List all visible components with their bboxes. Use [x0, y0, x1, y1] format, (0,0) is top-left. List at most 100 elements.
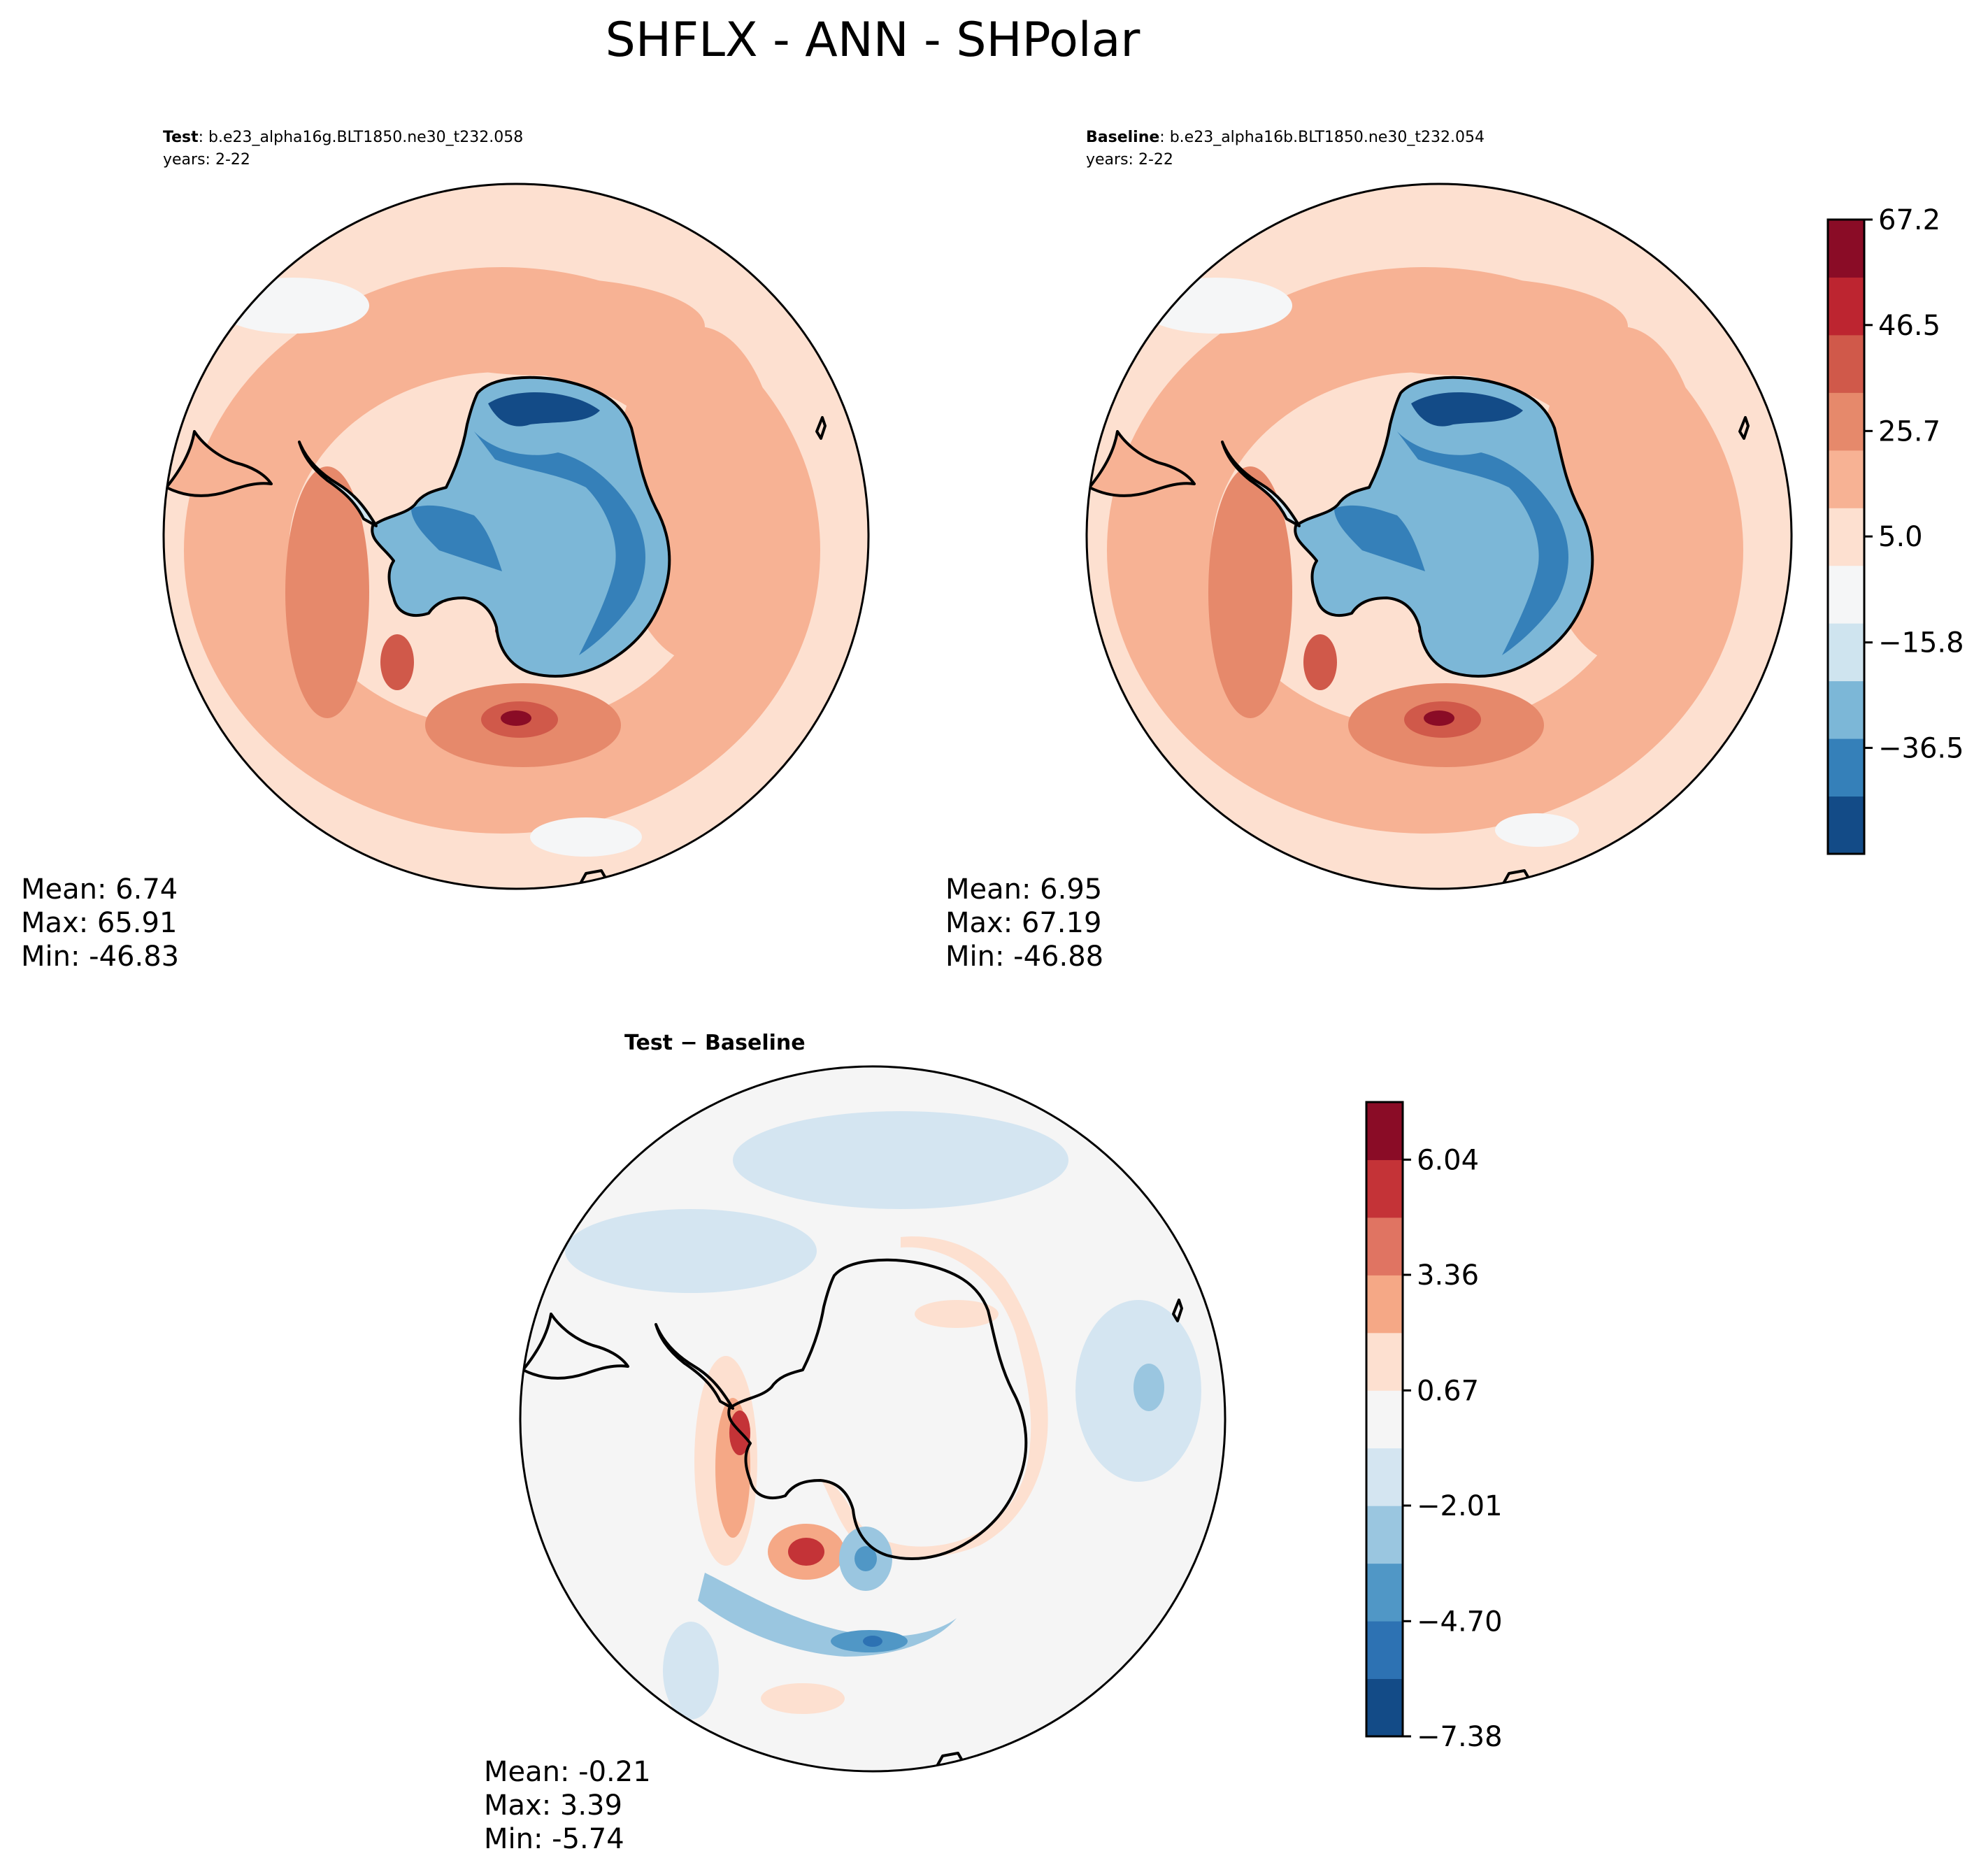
colorbar-segment	[1366, 1621, 1403, 1680]
colorbar-tick-label: −7.38	[1417, 1721, 1503, 1753]
contour-warm-north	[915, 1300, 999, 1328]
colorbar-tick-label: −4.70	[1417, 1606, 1503, 1638]
panel-baseline-years: years: 2-22	[1086, 151, 1173, 169]
colorbar-main-ticks: 67.2 46.5 25.7 5.0 −15.8 −36.5	[1864, 204, 1964, 764]
panel-test-stat-max: Max: 65.91	[21, 907, 177, 939]
coastlines	[522, 1258, 1183, 1769]
contour-band-north	[383, 278, 705, 376]
colorbar-diff: 6.04 3.36 0.67 −2.01 −4.70 −7.38	[1365, 1101, 1503, 1753]
panel-test-label-rest: : b.e23_alpha16g.BLT1850.ne30_t232.058	[199, 129, 524, 146]
colorbar-segment	[1366, 1678, 1403, 1737]
colorbar-diff-ticks: 6.04 3.36 0.67 −2.01 −4.70 −7.38	[1403, 1144, 1503, 1753]
colorbar-tick-label: −2.01	[1417, 1490, 1503, 1522]
panel-test-label-bold: Test	[163, 129, 199, 146]
colorbar-segment	[1366, 1159, 1403, 1218]
colorbar-tick-label: 6.04	[1417, 1144, 1479, 1176]
coastline-australia-edge	[1501, 869, 1531, 887]
coastlines	[165, 376, 827, 887]
colorbar-tick-label: 3.36	[1417, 1259, 1479, 1292]
panel-diff-stat-min: Min: -5.74	[484, 1823, 624, 1855]
ice-sheet-cold-core	[488, 392, 600, 427]
contour-hotspot-core	[501, 710, 531, 726]
panel-diff-label: Test − Baseline	[624, 1031, 806, 1055]
ice-sheet-cold-core	[1411, 392, 1523, 427]
contour-patch-east	[1134, 1364, 1164, 1411]
contour-band-west	[1208, 466, 1292, 718]
contour-hotspot-sw	[788, 1538, 824, 1566]
colorbar-segment	[1828, 277, 1864, 336]
colorbar-segment	[1828, 392, 1864, 451]
contour-band-north-blue	[733, 1111, 1068, 1209]
figure-title: SHFLX - ANN - SHPolar	[606, 13, 1140, 68]
colorbar-segment	[1828, 334, 1864, 393]
panel-baseline-stat-mean: Mean: 6.95	[945, 873, 1102, 906]
panel-baseline-label-bold: Baseline	[1086, 129, 1159, 146]
colorbar-segment	[1828, 565, 1864, 624]
colorbar-segment	[1366, 1102, 1403, 1160]
panel-baseline-stat-max: Max: 67.19	[945, 907, 1101, 939]
colorbar-segment	[1828, 796, 1864, 855]
contour-fields	[184, 267, 820, 857]
contour-fields	[565, 1111, 1201, 1720]
colorbar-tick-label: 0.67	[1417, 1375, 1479, 1407]
colorbar-segment	[1366, 1332, 1403, 1391]
contour-hotspot-core	[1424, 710, 1454, 726]
colorbar-segment	[1366, 1448, 1403, 1506]
ice-sheet-cold-band	[474, 431, 645, 655]
colorbar-segment	[1828, 508, 1864, 566]
colorbar-tick-label: 25.7	[1878, 415, 1940, 448]
contour-cold-south	[698, 1573, 957, 1657]
coastline-australia-edge	[934, 1752, 965, 1769]
colorbar-tick-label: 67.2	[1878, 204, 1940, 236]
contour-warm-south-patch	[761, 1683, 845, 1714]
panel-test-map	[164, 184, 868, 889]
contour-band-sw	[1303, 634, 1337, 690]
panel-baseline-stat-min: Min: -46.88	[945, 941, 1103, 973]
ice-sheet-cold-band	[1397, 431, 1568, 655]
panel-diff-map-boundary	[519, 1065, 1227, 1773]
panel-diff-map	[520, 1066, 1225, 1771]
coastline-australia-edge	[578, 869, 608, 887]
contour-band-nw-blue	[565, 1209, 817, 1293]
colorbar-tick-label: 46.5	[1878, 310, 1940, 342]
coastline-new-zealand	[1738, 416, 1750, 440]
panel-test-label: Test: b.e23_alpha16g.BLT1850.ne30_t232.0…	[163, 129, 523, 146]
coastline-new-zealand	[1172, 1299, 1183, 1322]
panel-test-years: years: 2-22	[163, 151, 250, 169]
colorbar-tick-label: 5.0	[1878, 521, 1923, 553]
colorbar-tick-label: −36.5	[1878, 732, 1964, 764]
panel-diff: Test − Baseline	[484, 1031, 1227, 1855]
colorbar-segment	[1828, 738, 1864, 797]
panel-baseline-map	[1087, 184, 1792, 889]
colorbar-segment	[1828, 450, 1864, 508]
colorbar-tick-label: −15.8	[1878, 627, 1964, 659]
contour-neutral-patch-se	[530, 817, 642, 857]
contour-band-north	[1306, 278, 1628, 376]
contour-cold-south-deep	[863, 1636, 882, 1647]
coastlines	[1088, 376, 1750, 887]
colorbar-main-segments	[1828, 220, 1864, 855]
contour-cold-sw-patch	[663, 1622, 719, 1720]
colorbar-segment	[1828, 623, 1864, 682]
contour-neutral-patch-se	[1495, 813, 1579, 847]
panel-baseline: Baseline: b.e23_alpha16b.BLT1850.ne30_t2…	[945, 129, 1793, 973]
panel-diff-stat-mean: Mean: -0.21	[484, 1756, 651, 1788]
contour-fields	[1107, 267, 1743, 847]
ice-sheet-cold-west	[411, 505, 502, 571]
colorbar-segment	[1366, 1217, 1403, 1276]
panel-baseline-label: Baseline: b.e23_alpha16b.BLT1850.ne30_t2…	[1086, 129, 1485, 146]
panel-test-stat-mean: Mean: 6.74	[21, 873, 178, 906]
colorbar-diff-frame	[1365, 1101, 1404, 1738]
colorbar-segment	[1366, 1275, 1403, 1334]
colorbar-segment	[1828, 220, 1864, 278]
contour-neutral-patch	[215, 278, 369, 334]
panel-test-stat-min: Min: -46.83	[21, 941, 179, 973]
colorbar-segment	[1828, 680, 1864, 739]
contour-cold-ross-core	[854, 1546, 877, 1571]
panel-test: Test: b.e23_alpha16g.BLT1850.ne30_t232.0…	[21, 129, 870, 973]
colorbar-main: 67.2 46.5 25.7 5.0 −15.8 −36.5	[1826, 204, 1964, 855]
colorbar-segment	[1366, 1506, 1403, 1564]
panel-diff-stat-max: Max: 3.39	[484, 1789, 622, 1822]
panel-baseline-label-rest: : b.e23_alpha16b.BLT1850.ne30_t232.054	[1159, 129, 1485, 146]
